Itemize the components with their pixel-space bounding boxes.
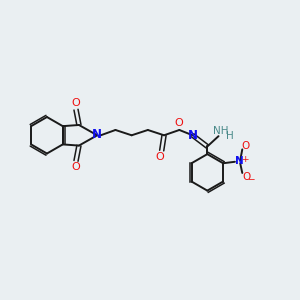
Text: N: N [188,129,198,142]
Text: O: O [155,152,164,162]
Text: −: − [248,174,255,183]
Text: N: N [235,156,244,166]
Text: H: H [226,130,234,141]
Text: O: O [72,98,80,108]
Text: +: + [241,155,248,164]
Text: O: O [174,118,183,128]
Text: NH: NH [213,126,229,136]
Text: O: O [243,172,251,182]
Text: N: N [92,128,102,142]
Text: O: O [242,142,250,152]
Text: O: O [72,162,80,172]
